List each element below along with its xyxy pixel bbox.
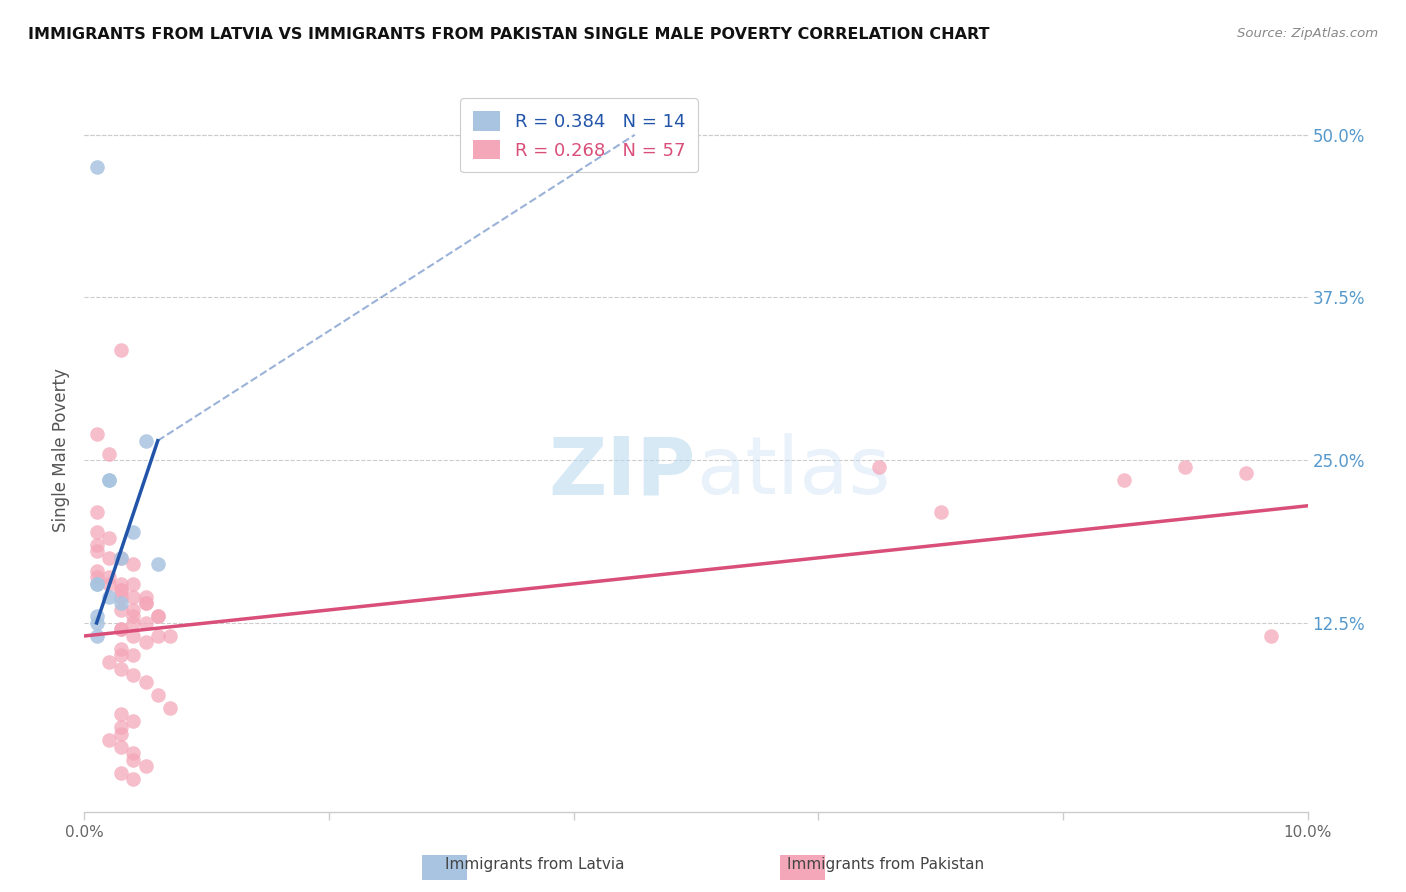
Point — [110, 707, 132, 722]
Point — [97, 550, 120, 565]
Point — [146, 688, 169, 702]
Point — [146, 629, 169, 643]
Point — [122, 648, 145, 663]
Point — [110, 739, 132, 754]
Point — [135, 759, 157, 773]
Text: ZIP: ZIP — [548, 434, 696, 511]
Point — [122, 577, 145, 591]
Point — [159, 700, 181, 714]
Point — [110, 550, 132, 565]
Point — [110, 343, 132, 357]
Point — [110, 661, 132, 675]
Point — [97, 447, 120, 461]
Point — [110, 596, 132, 610]
Point — [135, 596, 157, 610]
Point — [110, 720, 132, 734]
Point — [86, 615, 108, 630]
Point — [110, 577, 132, 591]
Point — [122, 590, 145, 604]
Point — [86, 161, 108, 175]
Point — [97, 473, 120, 487]
Point — [135, 596, 157, 610]
Point — [135, 674, 157, 689]
Point — [86, 577, 108, 591]
Point — [1236, 467, 1258, 481]
Point — [122, 558, 145, 572]
Point — [110, 765, 132, 780]
Point — [110, 583, 132, 598]
Point — [135, 615, 157, 630]
Point — [86, 427, 108, 442]
Point — [86, 505, 108, 519]
Point — [869, 459, 891, 474]
Text: Source: ZipAtlas.com: Source: ZipAtlas.com — [1237, 27, 1378, 40]
Point — [110, 583, 132, 598]
Point — [159, 629, 181, 643]
Point — [1174, 459, 1197, 474]
Point — [86, 524, 108, 539]
Text: Immigrants from Pakistan: Immigrants from Pakistan — [787, 857, 984, 872]
Point — [122, 714, 145, 728]
Point — [122, 668, 145, 682]
Point — [86, 577, 108, 591]
Point — [110, 623, 132, 637]
Point — [110, 726, 132, 740]
Point — [122, 609, 145, 624]
Point — [122, 524, 145, 539]
Point — [97, 590, 120, 604]
Point — [1114, 473, 1136, 487]
Text: IMMIGRANTS FROM LATVIA VS IMMIGRANTS FROM PAKISTAN SINGLE MALE POVERTY CORRELATI: IMMIGRANTS FROM LATVIA VS IMMIGRANTS FRO… — [28, 27, 990, 42]
Point — [110, 623, 132, 637]
Point — [122, 629, 145, 643]
Point — [110, 648, 132, 663]
Point — [86, 570, 108, 584]
Point — [146, 558, 169, 572]
Y-axis label: Single Male Poverty: Single Male Poverty — [52, 368, 70, 533]
Point — [110, 642, 132, 657]
Point — [110, 550, 132, 565]
Point — [86, 538, 108, 552]
Text: Immigrants from Latvia: Immigrants from Latvia — [444, 857, 624, 872]
Point — [122, 615, 145, 630]
Point — [86, 629, 108, 643]
Point — [135, 434, 157, 448]
Point — [1260, 629, 1282, 643]
Point — [97, 655, 120, 669]
Point — [135, 635, 157, 649]
Point — [135, 590, 157, 604]
Point — [146, 609, 169, 624]
Legend: R = 0.384   N = 14, R = 0.268   N = 57: R = 0.384 N = 14, R = 0.268 N = 57 — [460, 98, 697, 172]
Point — [97, 473, 120, 487]
Point — [122, 603, 145, 617]
Text: atlas: atlas — [696, 434, 890, 511]
Point — [86, 544, 108, 558]
Point — [110, 590, 132, 604]
Point — [97, 570, 120, 584]
Point — [146, 609, 169, 624]
Point — [122, 753, 145, 767]
Point — [86, 609, 108, 624]
Point — [929, 505, 952, 519]
Point — [86, 564, 108, 578]
Point — [97, 532, 120, 546]
Point — [122, 746, 145, 760]
Point — [97, 733, 120, 747]
Point — [110, 603, 132, 617]
Point — [97, 577, 120, 591]
Point — [122, 772, 145, 787]
